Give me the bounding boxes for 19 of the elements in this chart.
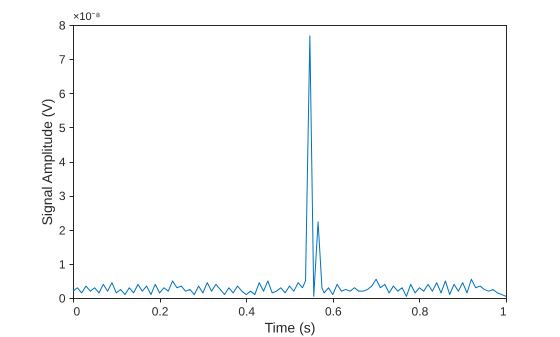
- x-axis-title: Time (s): [264, 320, 316, 336]
- y-tick-label: 4: [58, 155, 66, 169]
- y-tick-label: 6: [58, 86, 66, 101]
- x-tick-label: 0.2: [152, 304, 169, 318]
- y-tick-label: 3: [58, 189, 66, 204]
- x-tick-label: 1: [500, 304, 507, 318]
- y-tick-label: 0: [58, 292, 66, 306]
- x-tick-label: 0.4: [238, 304, 256, 318]
- x-tick-label: 0: [74, 304, 80, 318]
- y-tick-label: 2: [58, 223, 66, 238]
- y-tick-label: 8: [58, 18, 66, 32]
- text: ×10⁻⁸: [73, 11, 100, 23]
- y-tick-label: 7: [58, 52, 66, 67]
- y-tick-label: 5: [58, 120, 66, 135]
- x-tick-label: 0.8: [412, 304, 429, 318]
- y-tick-label: 1: [58, 257, 66, 272]
- line-series: [72, 35, 506, 297]
- y-axis-title: Signal Amplitude (V): [38, 98, 55, 226]
- x-tick-label: 0.6: [324, 304, 342, 318]
